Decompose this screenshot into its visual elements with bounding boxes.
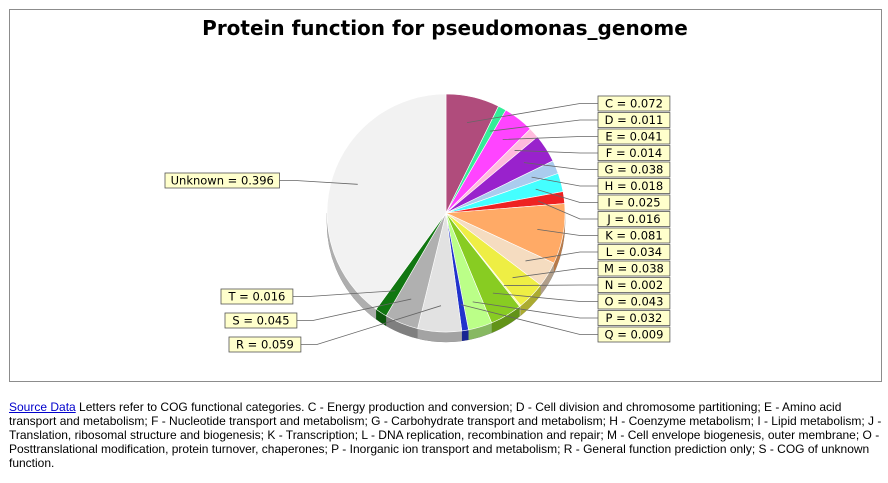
slice-labels: C = 0.072 D = 0.011 E = 0.041 F = 0.014 G = … (164, 95, 671, 353)
label-box-c (597, 95, 671, 112)
pie-slice-side (491, 306, 520, 333)
pie-slice-side (520, 285, 541, 316)
leader-line-unknown (279, 180, 358, 185)
slice-label-p: P = 0.032 (606, 311, 663, 325)
leader-line-j (537, 200, 598, 220)
label-box-m (597, 260, 671, 277)
pie-chart: Protein function for pseudomonas_genome … (164, 16, 688, 353)
slice-label-t: T = 0.016 (227, 290, 285, 304)
pie-slice-side (519, 305, 521, 317)
label-box-h (597, 178, 671, 194)
leader-line-i (535, 188, 598, 203)
chart-panel: Protein function for pseudomonas_genome … (9, 9, 882, 382)
pie-slices (326, 93, 566, 333)
pie-slice-side (553, 213, 565, 274)
pie-slice-side (327, 213, 377, 320)
leader-line-l (525, 251, 598, 262)
slice-label-o: O = 0.043 (604, 295, 663, 309)
pie-slice-side (461, 329, 469, 341)
slice-label-q: Q = 0.009 (604, 328, 663, 342)
slice-label-k: K = 0.081 (605, 229, 662, 243)
pie-slice-side (540, 263, 554, 296)
leader-line-r (300, 305, 442, 345)
label-box-f (597, 145, 671, 161)
label-box-n (597, 277, 671, 293)
pie-slice-unknown (326, 93, 447, 310)
slice-label-d: D = 0.011 (605, 113, 664, 127)
leader-line-d (489, 119, 598, 132)
slice-label-n: N = 0.002 (605, 278, 663, 292)
caption-text: Letters refer to COG functional categori… (9, 400, 882, 470)
leader-line-k (537, 229, 598, 236)
leader-line-h (531, 176, 598, 187)
label-box-j (597, 211, 671, 227)
slice-label-unknown: Unknown = 0.396 (171, 174, 274, 188)
slice-label-m: M = 0.038 (604, 262, 664, 276)
slice-label-h: H = 0.018 (605, 179, 664, 193)
label-box-s (224, 312, 298, 329)
slice-label-j: J = 0.016 (606, 212, 660, 226)
leader-line-n (503, 284, 598, 286)
slice-label-s: S = 0.045 (232, 314, 289, 328)
pie-depth-shadow (326, 212, 566, 343)
label-box-r (228, 336, 302, 353)
leader-line-q (460, 304, 598, 335)
leader-line-t (292, 290, 396, 297)
label-box-g (597, 161, 671, 178)
label-box-q (597, 326, 671, 343)
label-box-p (597, 310, 671, 326)
pie-slice-side (376, 309, 387, 326)
slice-label-e: E = 0.041 (605, 130, 662, 144)
label-box-unknown (164, 172, 280, 189)
source-data-link[interactable]: Source Data (9, 400, 76, 414)
pie-slice-side (468, 322, 492, 340)
slice-label-g: G = 0.038 (605, 163, 664, 177)
leader-line-o (492, 292, 598, 302)
leader-line-c (466, 103, 598, 123)
leader-line-f (514, 150, 598, 154)
label-leader-lines (279, 103, 598, 345)
leader-line-g (523, 162, 598, 170)
label-box-k (597, 227, 671, 244)
slice-label-l: L = 0.034 (606, 245, 662, 259)
leader-line-m (512, 268, 598, 279)
leader-line-s (296, 298, 412, 321)
label-box-d (597, 112, 671, 128)
leader-line-p (472, 301, 598, 319)
label-box-l (597, 244, 671, 260)
slice-label-c: C = 0.072 (605, 97, 663, 111)
label-box-i (597, 194, 671, 211)
leader-line-e (502, 136, 598, 140)
chart-caption: Source Data Letters refer to COG functio… (9, 400, 885, 470)
chart-title: Protein function for pseudomonas_genome (202, 16, 688, 40)
slice-label-r: R = 0.059 (236, 338, 294, 352)
label-box-t (220, 288, 294, 305)
label-box-o (597, 293, 671, 310)
label-box-e (597, 128, 671, 145)
slice-label-f: F = 0.014 (606, 146, 662, 160)
slice-label-i: I = 0.025 (607, 196, 660, 210)
pie-slice-side (386, 315, 418, 339)
